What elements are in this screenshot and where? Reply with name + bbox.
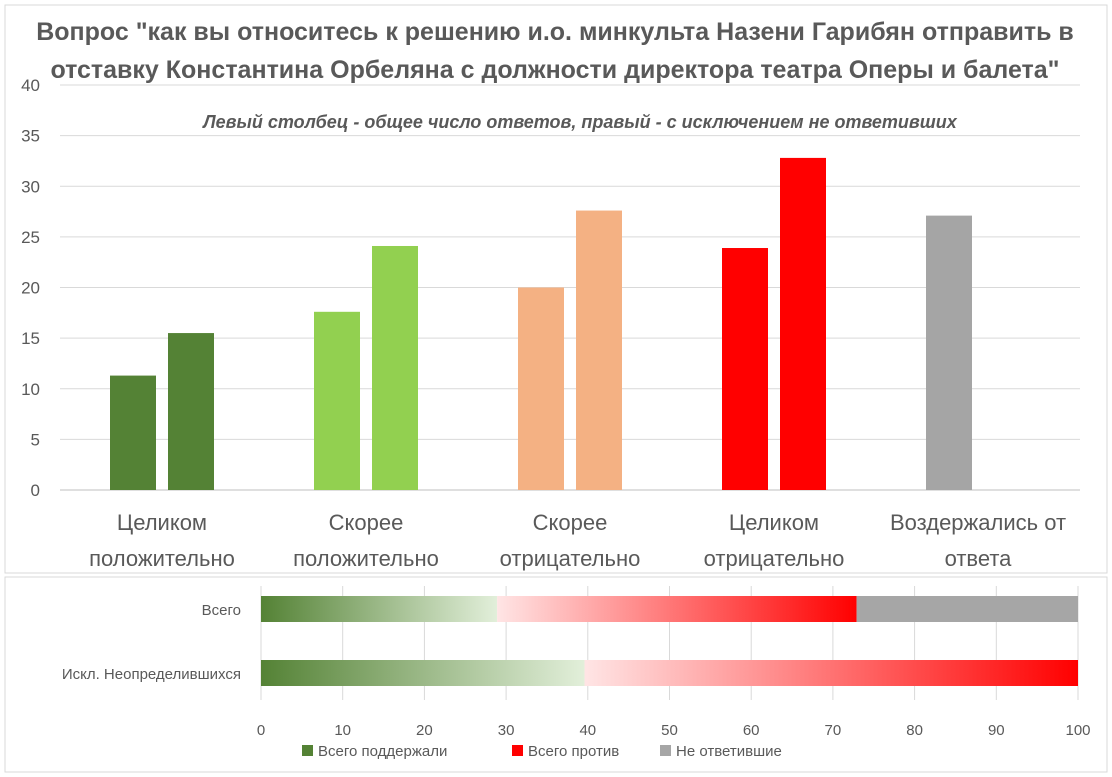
stacked-bar-segment <box>497 596 857 622</box>
category-label: ответа <box>945 546 1013 571</box>
category-label: Скорее <box>329 510 404 535</box>
legend-swatch <box>302 745 313 756</box>
bar <box>372 245 418 490</box>
y-tick-label: 25 <box>21 228 40 247</box>
bar <box>926 215 972 491</box>
x-tick-label: 20 <box>416 722 433 739</box>
y-tick-label: 20 <box>21 279 40 298</box>
x-tick-label: 0 <box>257 722 265 739</box>
bar <box>314 311 360 490</box>
x-tick-label: 40 <box>579 722 596 739</box>
chart-subtitle: Левый столбец - общее число ответов, пра… <box>201 112 958 132</box>
category-label: Целиком <box>117 510 207 535</box>
category-label: положительно <box>293 546 439 571</box>
x-tick-label: 30 <box>498 722 515 739</box>
category-label: Скорее <box>533 510 608 535</box>
y-tick-label: 30 <box>21 177 40 196</box>
bar <box>518 287 564 490</box>
bar <box>168 333 214 490</box>
category-label: положительно <box>89 546 235 571</box>
row-label: Всего <box>202 602 241 619</box>
legend-label: Всего поддержали <box>318 743 447 760</box>
y-tick-label: 40 <box>21 76 40 95</box>
stacked-bar-segment <box>261 660 585 686</box>
stacked-bar-segment <box>856 596 1078 622</box>
x-tick-label: 50 <box>661 722 678 739</box>
stacked-bar-segment <box>261 596 498 622</box>
x-tick-label: 100 <box>1065 722 1090 739</box>
y-tick-label: 15 <box>21 329 40 348</box>
bar <box>576 210 622 491</box>
stacked-bar-segment <box>584 660 1078 686</box>
x-tick-label: 70 <box>825 722 842 739</box>
legend-swatch <box>660 745 671 756</box>
category-label: Воздержались от <box>890 510 1066 535</box>
bar <box>722 248 768 490</box>
y-tick-label: 35 <box>21 127 40 146</box>
category-label: отрицательно <box>500 546 641 571</box>
bar <box>780 157 826 490</box>
bar <box>110 375 156 490</box>
x-tick-label: 10 <box>334 722 351 739</box>
legend-swatch <box>512 745 523 756</box>
category-label: Целиком <box>729 510 819 535</box>
legend-label: Всего против <box>528 743 619 760</box>
x-tick-label: 60 <box>743 722 760 739</box>
y-tick-label: 0 <box>31 481 40 500</box>
chart-title-line-2: отставку Константина Орбеляна с должност… <box>50 56 1059 84</box>
legend-label: Не ответившие <box>676 743 782 760</box>
y-tick-label: 5 <box>31 430 40 449</box>
chart-title-line-1: Вопрос "как вы относитесь к решению и.о.… <box>36 18 1074 46</box>
x-tick-label: 90 <box>988 722 1005 739</box>
y-tick-label: 10 <box>21 380 40 399</box>
category-label: отрицательно <box>704 546 845 571</box>
row-label: Искл. Неопределившихся <box>62 666 241 683</box>
x-tick-label: 80 <box>906 722 923 739</box>
